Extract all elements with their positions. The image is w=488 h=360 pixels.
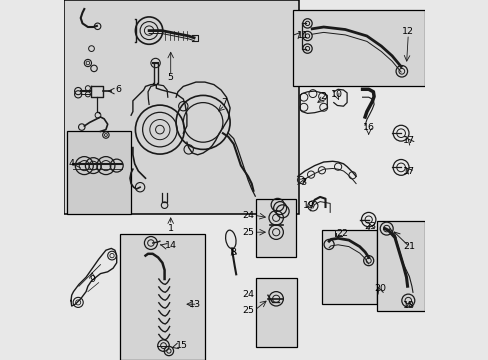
Text: 13: 13 <box>188 300 200 309</box>
Bar <box>256 278 296 347</box>
Text: 23: 23 <box>364 222 376 231</box>
Text: 3: 3 <box>299 178 305 187</box>
Text: 18: 18 <box>403 301 414 310</box>
Text: 1: 1 <box>167 224 173 233</box>
Text: 19: 19 <box>302 201 314 210</box>
Bar <box>256 199 295 257</box>
Bar <box>292 10 424 86</box>
Text: 24: 24 <box>242 211 254 220</box>
Text: 25: 25 <box>242 306 254 315</box>
Bar <box>64 0 299 214</box>
Bar <box>321 230 376 304</box>
Bar <box>376 221 424 311</box>
Text: 12: 12 <box>402 27 413 36</box>
Text: 21: 21 <box>403 242 414 251</box>
Text: 4: 4 <box>69 159 75 168</box>
Text: 15: 15 <box>176 341 188 350</box>
Text: 7: 7 <box>221 98 227 107</box>
Text: 20: 20 <box>374 284 386 293</box>
Text: 10: 10 <box>331 90 343 99</box>
Text: 2: 2 <box>319 92 325 101</box>
Text: 17: 17 <box>403 136 414 145</box>
Text: 11: 11 <box>297 31 309 40</box>
Text: 5: 5 <box>167 73 173 82</box>
Text: 16: 16 <box>362 123 374 132</box>
Text: 8: 8 <box>229 248 236 257</box>
Text: 22: 22 <box>336 229 348 238</box>
Text: 14: 14 <box>164 241 176 250</box>
Text: 6: 6 <box>115 85 122 94</box>
Text: 17: 17 <box>403 166 414 175</box>
Text: 24: 24 <box>242 290 254 299</box>
Text: 9: 9 <box>89 275 95 284</box>
Bar <box>120 234 204 360</box>
Bar <box>67 131 131 214</box>
Text: 25: 25 <box>242 228 254 237</box>
